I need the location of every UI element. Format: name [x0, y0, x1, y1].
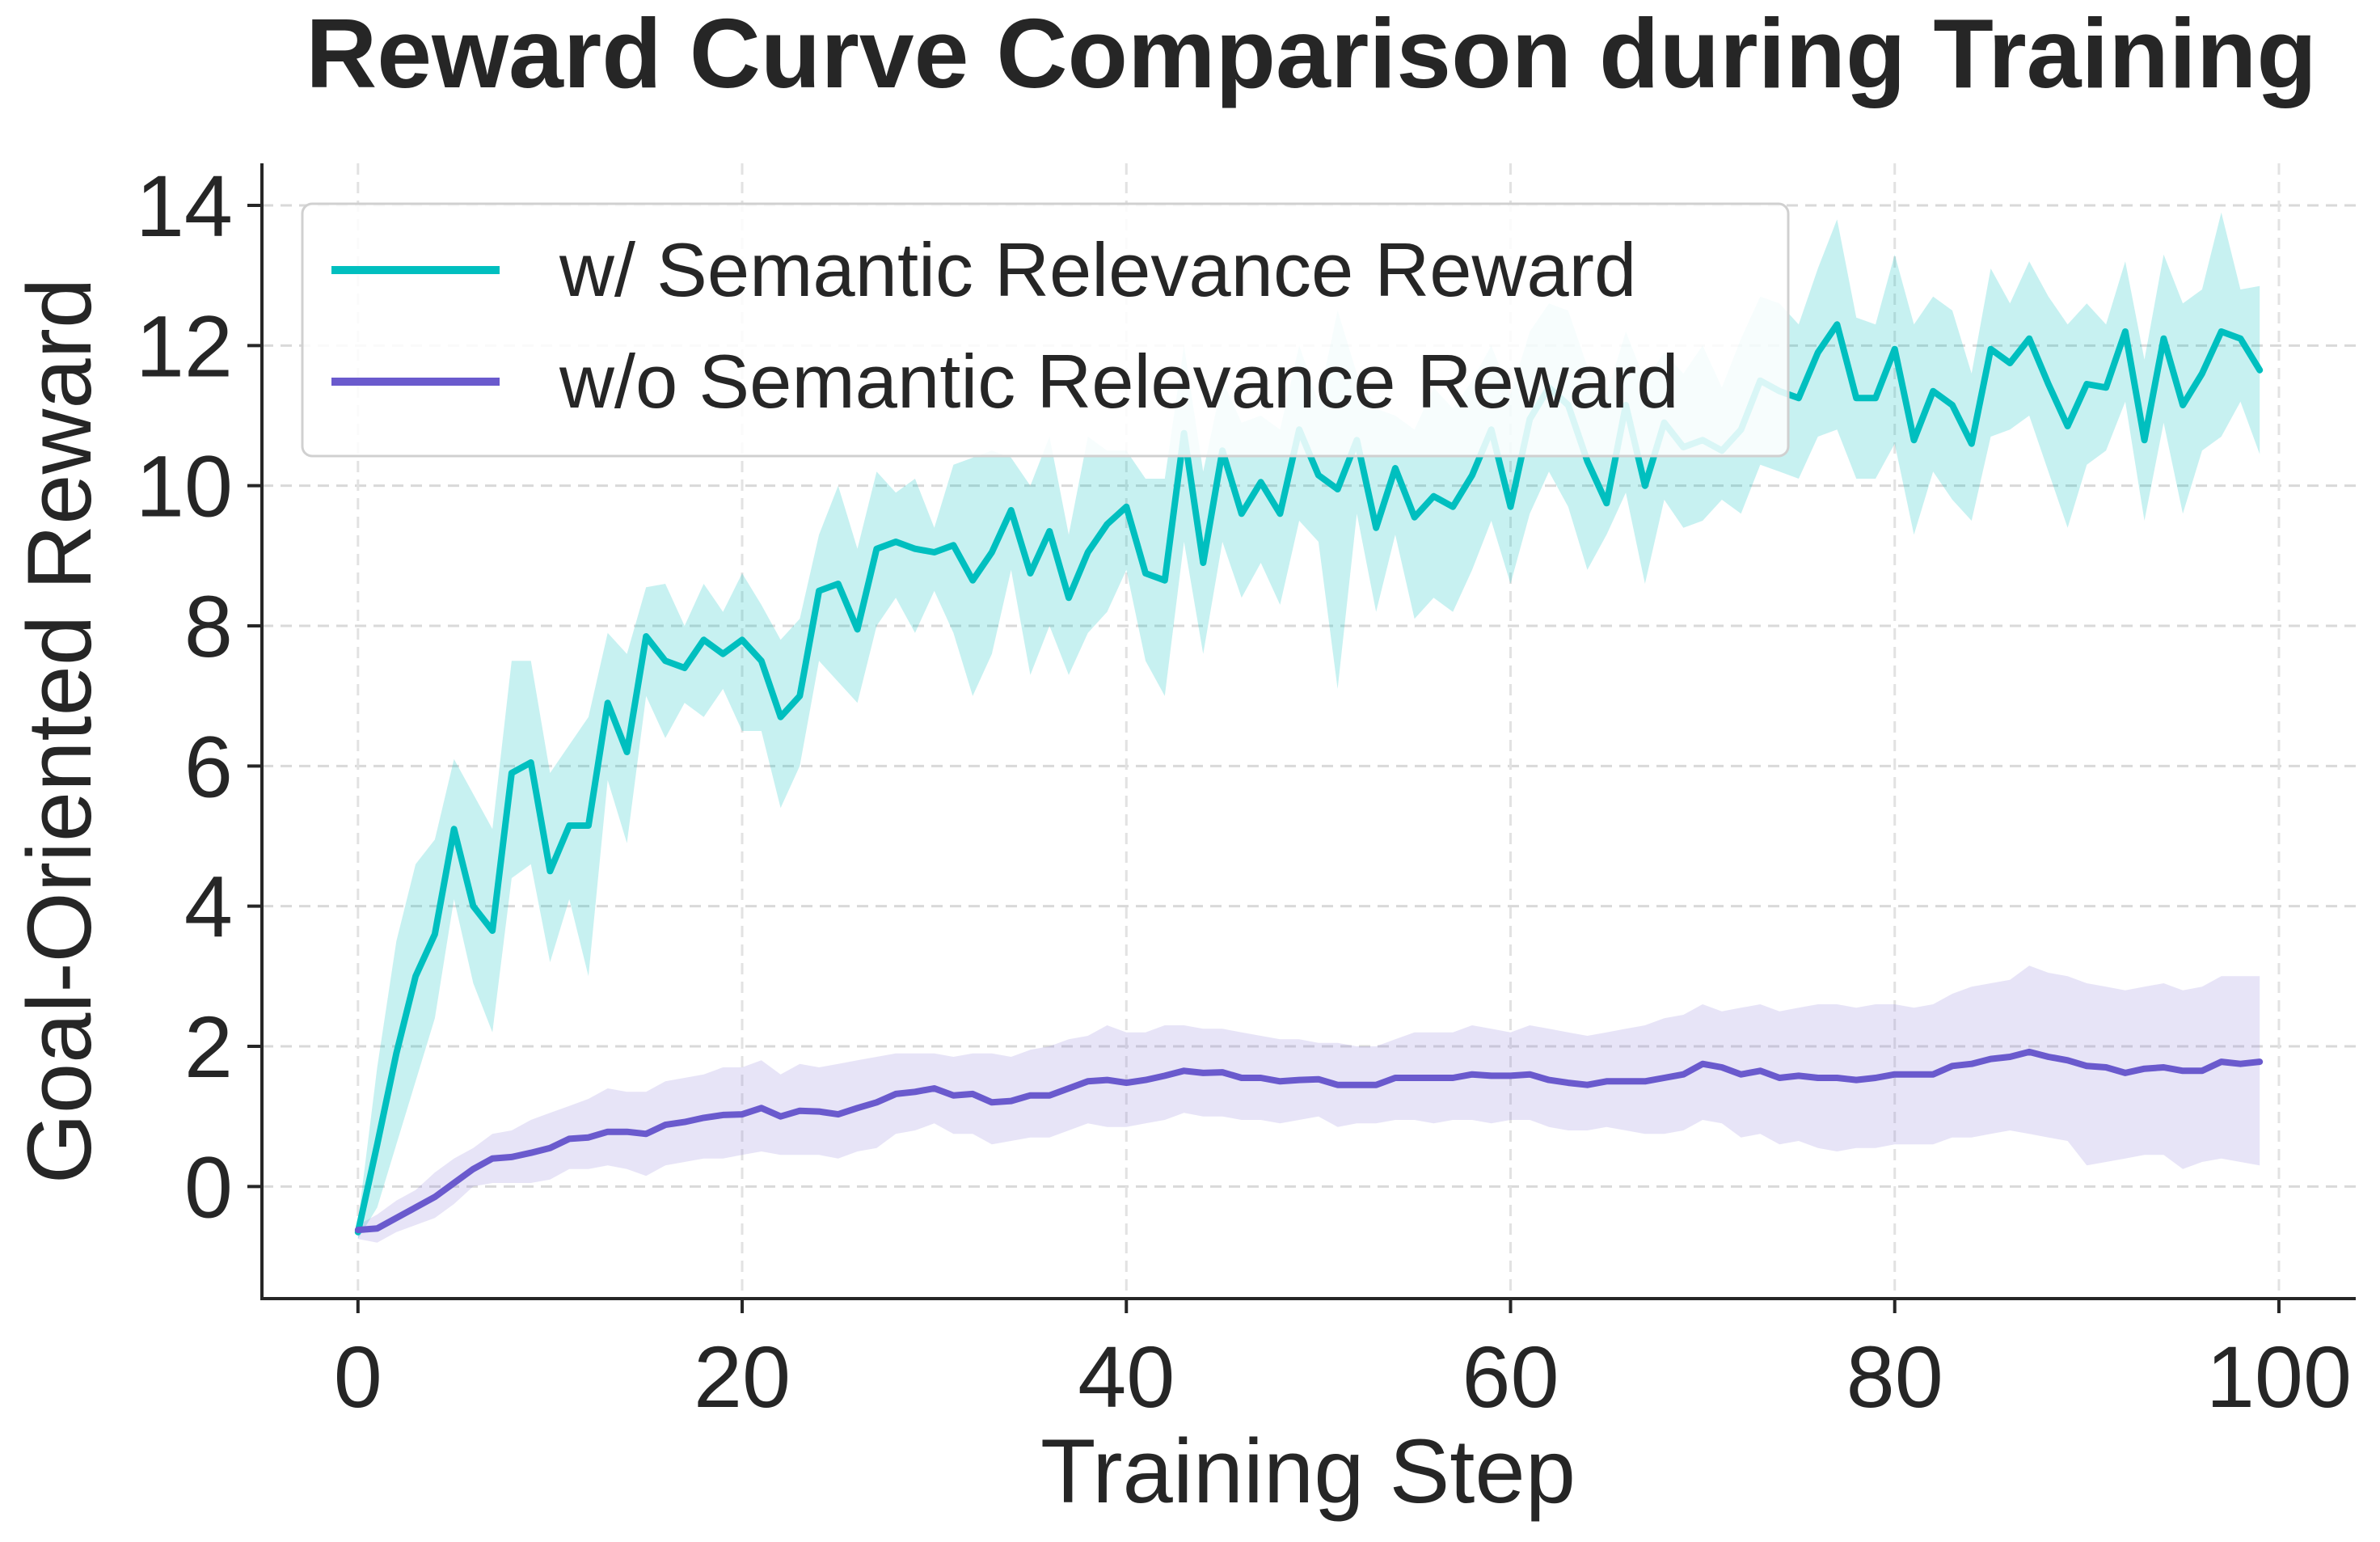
legend: w/ Semantic Relevance Reward w/o Semanti… — [301, 202, 1790, 458]
x-tick-label: 60 — [1462, 1328, 1559, 1426]
axes — [260, 163, 2356, 1300]
x-tick-label: 0 — [334, 1328, 382, 1426]
x-tick-label: 100 — [2206, 1328, 2352, 1426]
y-tick-label: 8 — [184, 577, 233, 675]
y-tick-label: 10 — [136, 437, 233, 535]
y-axis-label: Goal-Oriented Reward — [9, 278, 110, 1185]
x-tick-label: 40 — [1078, 1328, 1175, 1426]
x-tick-label: 20 — [694, 1328, 791, 1426]
legend-label-with-semantic: w/ Semantic Relevance Reward — [559, 227, 1636, 312]
legend-frame — [301, 202, 1790, 458]
y-tick-label: 2 — [184, 998, 233, 1096]
y-tick-label: 14 — [136, 157, 233, 255]
band-without-semantic — [357, 965, 2260, 1243]
line-without-semantic — [354, 1048, 2264, 1234]
y-tick-label: 4 — [184, 858, 233, 956]
axis-ticks: 0 2 4 6 8 10 12 14 0 20 40 60 80 100 — [136, 157, 2352, 1426]
confidence-bands — [357, 212, 2260, 1243]
chart-title: Reward Curve Comparison during Training — [306, 0, 2317, 108]
legend-label-without-semantic: w/o Semantic Relevance Reward — [559, 339, 1679, 424]
y-tick-label: 0 — [184, 1138, 233, 1236]
y-tick-label: 6 — [184, 717, 233, 815]
y-tick-label: 12 — [136, 297, 233, 395]
x-axis-label: Training Step — [1040, 1421, 1576, 1522]
x-tick-label: 80 — [1846, 1328, 1943, 1426]
band-with-semantic — [357, 212, 2260, 1240]
